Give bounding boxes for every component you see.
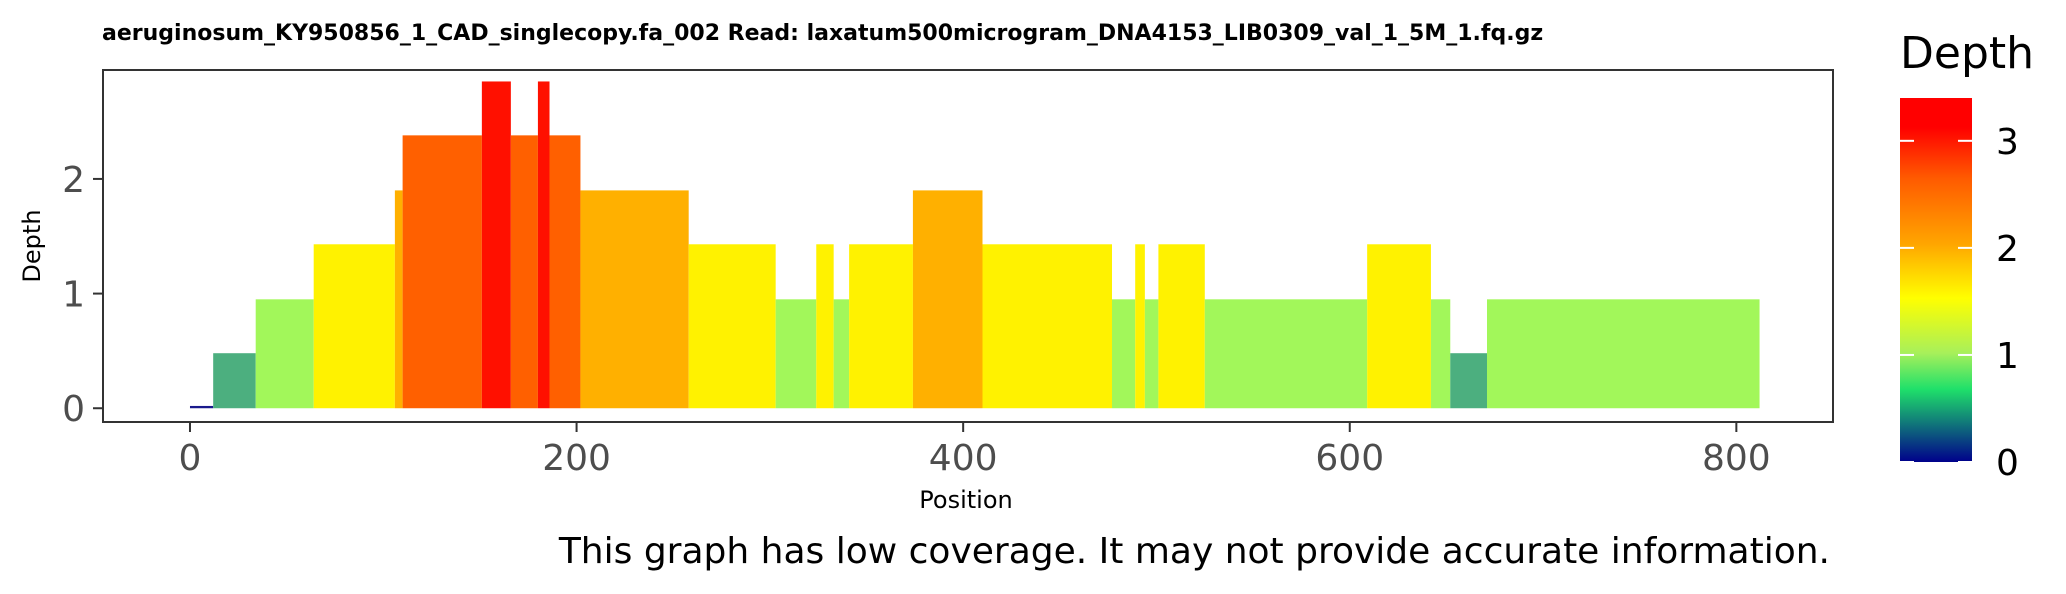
depth-bar [1487, 299, 1760, 409]
y-axis: 0 1 2 [62, 160, 103, 430]
x-axis: 0 200 400 600 800 [179, 422, 1771, 479]
depth-bar [537, 81, 550, 409]
depth-bar [1112, 299, 1136, 409]
legend-tick-label: 2 [1996, 229, 2019, 270]
depth-bar [394, 190, 403, 409]
y-tick-label: 0 [62, 389, 85, 430]
depth-bar [1430, 299, 1451, 409]
x-tick-label: 800 [1702, 438, 1771, 479]
x-tick-label: 200 [542, 438, 611, 479]
legend-tick-label: 1 [1996, 336, 2019, 377]
depth-bar [313, 244, 395, 409]
depth-bar [189, 405, 214, 409]
depth-bar [510, 135, 538, 409]
legend-tick-label: 0 [1996, 443, 2019, 484]
legend-title: Depth [1900, 28, 2034, 79]
y-axis-label: Depth [18, 209, 46, 282]
bars-layer [189, 81, 1760, 409]
y-tick-label: 1 [62, 275, 85, 316]
depth-bar [213, 353, 256, 409]
depth-bar [849, 244, 913, 409]
low-coverage-note: This graph has low coverage. It may not … [558, 531, 1830, 572]
depth-bar [688, 244, 776, 409]
depth-bar [402, 135, 482, 409]
depth-bar [912, 190, 983, 409]
depth-bar [580, 190, 689, 409]
depth-bar [255, 299, 314, 409]
depth-bar [549, 135, 581, 409]
depth-bar [1450, 353, 1487, 409]
depth-bar [1158, 244, 1205, 409]
depth-bar [1135, 244, 1145, 409]
legend-ticks: 0 1 2 3 [1900, 122, 2019, 484]
chart-title: aeruginosum_KY950856_1_CAD_singlecopy.fa… [102, 21, 1543, 46]
x-tick-label: 400 [929, 438, 998, 479]
x-tick-label: 600 [1315, 438, 1384, 479]
y-tick-label: 2 [62, 160, 85, 201]
x-axis-label: Position [919, 486, 1012, 514]
depth-bar [833, 299, 850, 409]
depth-bar [481, 81, 511, 409]
depth-bar [1204, 299, 1368, 409]
depth-bar [775, 299, 817, 409]
x-tick-label: 0 [179, 438, 202, 479]
depth-bar [1144, 299, 1159, 409]
depth-bar [816, 244, 834, 409]
depth-bar [982, 244, 1113, 409]
depth-bar [1367, 244, 1431, 409]
legend-tick-label: 3 [1996, 122, 2019, 163]
legend-colorbar [1900, 98, 1972, 462]
